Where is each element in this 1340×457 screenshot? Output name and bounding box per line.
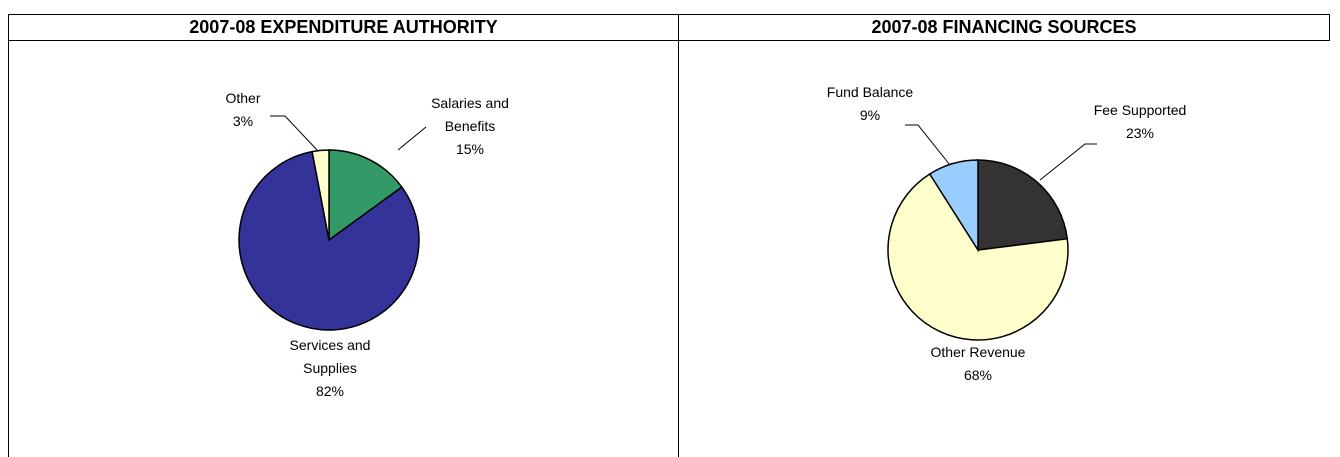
slice-label: Fee Supported bbox=[1093, 102, 1187, 118]
leader-line bbox=[905, 124, 951, 166]
pie-slice bbox=[977, 159, 1069, 251]
leader-line bbox=[1039, 143, 1097, 181]
slice-value-label: 68% bbox=[963, 367, 993, 383]
slice-label: Fund Balance bbox=[826, 84, 914, 100]
chart-title: 2007-08 EXPENDITURE AUTHORITY bbox=[189, 17, 498, 37]
slice-value-label: 3% bbox=[232, 113, 254, 129]
pie-slice bbox=[887, 172, 1069, 341]
pie-slice bbox=[928, 159, 979, 253]
slice-label: Salaries and Benefits bbox=[431, 95, 509, 134]
slice-label: Services and Supplies bbox=[289, 337, 371, 376]
slice-label: Other Revenue bbox=[930, 344, 1026, 360]
slice-label: Other bbox=[225, 90, 261, 106]
leader-line bbox=[270, 115, 319, 152]
leader-line bbox=[397, 126, 427, 151]
pie-slice bbox=[238, 150, 420, 331]
pie-slice bbox=[328, 149, 403, 242]
slice-value-label: 23% bbox=[1125, 125, 1155, 141]
slice-value-label: 9% bbox=[859, 107, 881, 123]
slice-value-label: 82% bbox=[315, 383, 345, 399]
slice-value-label: 15% bbox=[455, 141, 485, 157]
chart-title: 2007-08 FINANCING SOURCES bbox=[871, 17, 1137, 37]
pie-slice bbox=[311, 149, 330, 241]
